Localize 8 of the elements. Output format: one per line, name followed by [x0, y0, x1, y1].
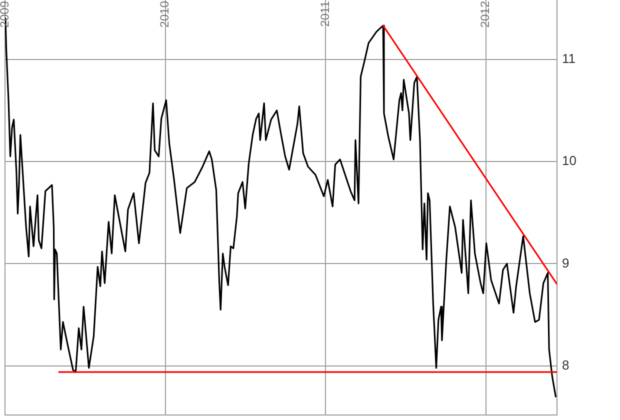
x-tick-label: 2011: [318, 0, 332, 27]
y-tick-label: 9: [562, 255, 570, 270]
y-tick-label: 8: [562, 358, 570, 373]
y-tick-label: 10: [562, 153, 576, 168]
x-tick-label: 2012: [478, 0, 492, 28]
y-tick-label: 11: [562, 50, 576, 66]
x-tick-label: 2010: [158, 0, 172, 28]
x-tick-label: 2009: [0, 0, 12, 28]
